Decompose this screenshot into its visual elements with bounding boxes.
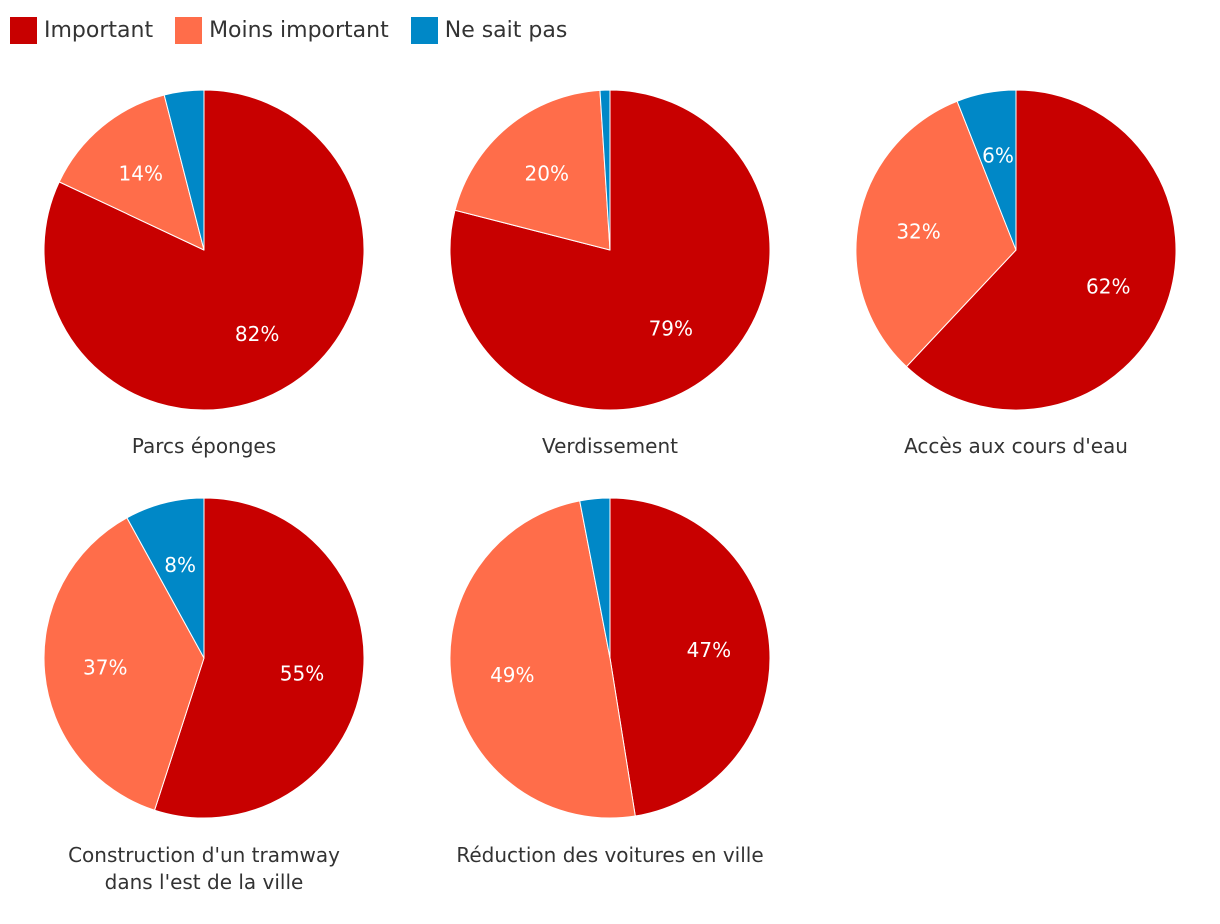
legend-swatch-important xyxy=(10,17,37,44)
slice-value-label: 6% xyxy=(982,144,1014,168)
slice-value-label: 8% xyxy=(164,553,196,577)
pie-slice-moins-important[interactable] xyxy=(449,500,636,819)
legend-swatch-moins-important xyxy=(175,17,203,44)
pie-slice-ne-sait-pas[interactable] xyxy=(163,89,205,251)
chart-title-line: Réduction des voitures en ville xyxy=(456,843,763,867)
slice-value-label: 37% xyxy=(83,655,127,679)
legend-swatch-ne-sait-pas xyxy=(410,17,438,44)
slice-value-label: 62% xyxy=(1086,275,1130,299)
legend: Important Moins important Ne sait pas xyxy=(10,17,567,44)
slice-value-label: 82% xyxy=(235,322,279,346)
pie-slice-important[interactable] xyxy=(609,497,771,817)
legend-label-moins-important: Moins important xyxy=(209,18,389,43)
chart-title-line: Verdissement xyxy=(542,434,678,458)
pie-slice-ne-sait-pas[interactable] xyxy=(579,497,611,659)
pie-chart-parcs-eponges: 82% 14% Parcs éponges xyxy=(43,89,365,458)
pie-slice-important[interactable] xyxy=(154,497,365,819)
pie-slice-moins-important[interactable] xyxy=(58,94,205,251)
pie-chart-reduction-des-voitures-en-ville: 47% 49% Réduction des voitures en ville xyxy=(449,497,771,867)
legend-item-moins-important[interactable]: Moins important xyxy=(175,17,389,44)
slice-value-label: 47% xyxy=(687,638,731,662)
slice-value-label: 14% xyxy=(119,162,163,186)
pie-slice-moins-important[interactable] xyxy=(43,517,205,811)
legend-item-important[interactable]: Important xyxy=(10,17,153,44)
chart-title: Parcs éponges xyxy=(132,434,276,458)
pie-chart-construction-d-un-tramway-dans-l-est-de-la-ville: 55% 37% 8% Construction d'un tramway dans l'… xyxy=(43,497,365,894)
chart-title-line: Construction d'un tramway xyxy=(68,843,340,867)
pie-chart-verdissement: 79% 20% Verdissement xyxy=(449,89,771,458)
chart-title: Accès aux cours d'eau xyxy=(904,434,1128,458)
pie-slice-moins-important[interactable] xyxy=(454,89,611,251)
chart-title: Réduction des voitures en ville xyxy=(456,843,763,867)
slice-value-label: 20% xyxy=(525,162,569,186)
legend-item-ne-sait-pas[interactable]: Ne sait pas xyxy=(410,17,568,44)
chart-title-line: Parcs éponges xyxy=(132,434,276,458)
chart-title: Construction d'un tramway dans l'est de l… xyxy=(68,843,340,894)
pie-chart-acces-aux-cours-d-eau: 62% 32% 6% Accès aux cours d'eau xyxy=(855,89,1177,458)
legend-label-important: Important xyxy=(44,18,154,43)
pie-slice-ne-sait-pas[interactable] xyxy=(956,89,1017,251)
slice-value-label: 32% xyxy=(896,219,940,243)
chart-title-line: dans l'est de la ville xyxy=(105,870,304,894)
pie-slice-important[interactable] xyxy=(905,89,1177,411)
slice-value-label: 79% xyxy=(649,316,693,340)
pie-slice-moins-important[interactable] xyxy=(855,100,1017,368)
chart-title-line: Accès aux cours d'eau xyxy=(904,434,1128,458)
pie-slice-ne-sait-pas[interactable] xyxy=(599,89,611,251)
pie-slice-ne-sait-pas[interactable] xyxy=(126,497,205,659)
slice-value-label: 49% xyxy=(490,663,534,687)
legend-label-ne-sait-pas: Ne sait pas xyxy=(444,18,568,43)
chart-title: Verdissement xyxy=(542,434,678,458)
slice-value-label: 55% xyxy=(280,662,324,686)
